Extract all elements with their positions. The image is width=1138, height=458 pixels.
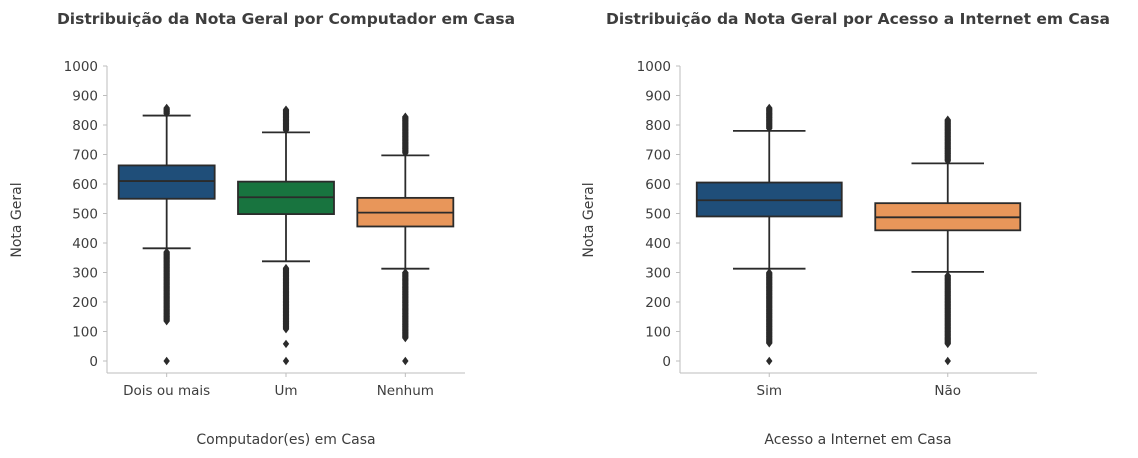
y-tick-label: 200 <box>72 295 98 311</box>
y-tick-label: 800 <box>645 118 671 134</box>
outlier-point <box>944 115 951 124</box>
y-tick-label: 200 <box>645 295 671 311</box>
box-iqr <box>117 164 216 200</box>
chart-title: Distribuição da Nota Geral por Acesso a … <box>606 10 1110 28</box>
y-axis-label: Nota Geral <box>581 182 597 257</box>
outlier-point <box>766 103 773 113</box>
y-tick-label: 700 <box>645 148 671 164</box>
y-tick-label: 600 <box>645 177 671 193</box>
box-dois-ou-mais <box>117 103 216 366</box>
y-tick-label: 400 <box>645 236 671 252</box>
outlier-point <box>282 356 290 366</box>
y-tick-label: 1000 <box>64 59 98 75</box>
x-tick-label: Dois ou mais <box>123 383 210 399</box>
y-tick-label: 1000 <box>637 59 671 75</box>
x-axis-label: Computador(es) em Casa <box>196 432 375 448</box>
x-tick-label: Não <box>934 383 961 399</box>
outlier-point <box>282 263 290 273</box>
outlier-point <box>766 268 773 277</box>
outlier-point <box>402 112 409 121</box>
y-tick-label: 800 <box>72 118 98 134</box>
plot-area: 0 100 200 300 400 500 600 700 800 900 1000 Sim Não <box>637 59 1037 399</box>
outlier-point <box>282 339 290 349</box>
box-nenhum <box>356 112 455 366</box>
chart-panel-internet: Distribuição da Nota Geral por Acesso a … <box>581 10 1110 448</box>
outlier-point <box>282 105 290 114</box>
x-axis-label: Acesso a Internet em Casa <box>764 432 951 448</box>
outlier-point <box>402 268 409 277</box>
y-tick-label: 300 <box>72 266 98 282</box>
x-tick-label: Nenhum <box>377 383 434 399</box>
outlier-point <box>163 103 170 113</box>
y-tick-label: 500 <box>645 207 671 223</box>
y-tick-label: 100 <box>645 325 671 341</box>
box-não <box>874 115 1022 366</box>
chart-panel-computador: Distribuição da Nota Geral por Computado… <box>9 10 515 448</box>
y-tick-label: 900 <box>72 89 98 105</box>
y-tick-label: 400 <box>72 236 98 252</box>
y-tick-label: 600 <box>72 177 98 193</box>
plot-area: 0 100 200 300 400 500 600 700 800 900 1000 Dois ou … <box>64 59 465 399</box>
outlier-point <box>402 356 409 366</box>
y-axis-label: Nota Geral <box>9 182 25 257</box>
x-tick-label: Um <box>274 383 297 399</box>
x-tick-label: Sim <box>757 383 782 399</box>
y-tick-label: 900 <box>645 89 671 105</box>
y-tick-label: 500 <box>72 207 98 223</box>
y-tick-label: 0 <box>662 354 671 370</box>
y-tick-label: 0 <box>89 354 98 370</box>
box-sim <box>695 103 843 366</box>
outlier-point <box>944 356 951 366</box>
box-um <box>237 105 335 366</box>
y-tick-label: 100 <box>72 325 98 341</box>
chart-title: Distribuição da Nota Geral por Computado… <box>57 10 515 28</box>
outlier-point <box>766 356 773 366</box>
outlier-point <box>163 356 170 366</box>
outlier-point <box>163 247 170 257</box>
y-tick-label: 300 <box>645 266 671 282</box>
outlier-point <box>944 271 951 280</box>
y-tick-label: 700 <box>72 148 98 164</box>
